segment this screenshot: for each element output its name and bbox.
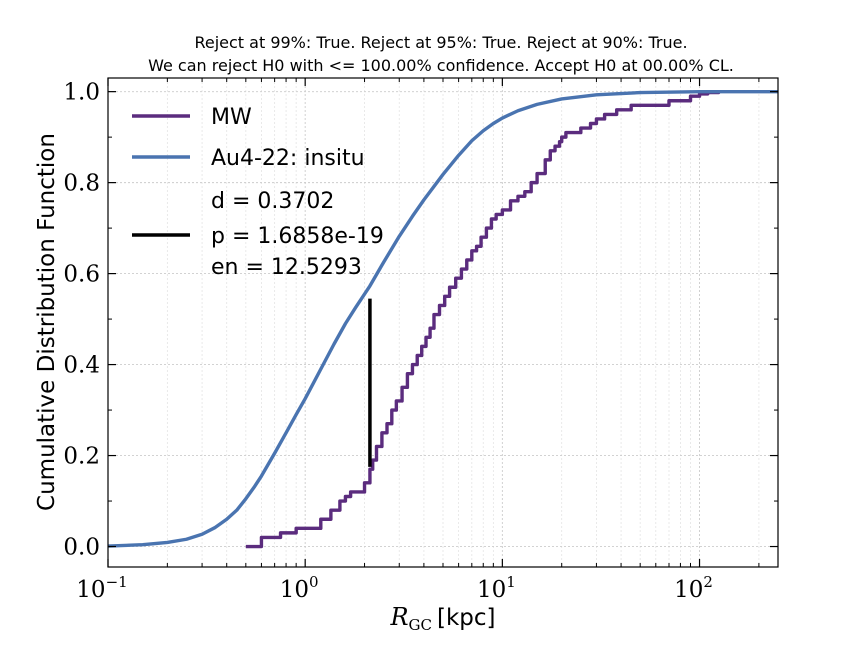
stats-d-value: d = 0.3702 (211, 189, 334, 214)
y-tick-label: 0.8 (63, 171, 100, 197)
y-axis-label: Cumulative Distribution Function (34, 133, 60, 511)
series-line-au4-22-insitu (108, 89, 778, 548)
x-tick-label: 100 (280, 573, 319, 603)
y-tick-label: 1.0 (63, 80, 100, 106)
series-line-mw (245, 90, 721, 549)
x-axis-label: RGC [kpc] (389, 603, 495, 634)
x-axis-label-subscript: GC (409, 616, 432, 634)
x-tick-label: 102 (674, 573, 713, 603)
y-tick-label: 0.6 (63, 262, 100, 288)
series-group (108, 89, 778, 549)
x-tick-base: 10 (477, 577, 506, 603)
x-tick-exponent: 0 (309, 573, 319, 591)
x-axis-label-symbol: R (389, 603, 408, 631)
grid-lines (107, 78, 778, 567)
y-tick-label: 0.2 (63, 444, 100, 470)
x-tick-base: 10 (76, 577, 105, 603)
y-tick-label: 0.0 (63, 535, 100, 561)
x-tick-label: 10−1 (76, 573, 127, 603)
stats-p-value: p = 1.6858e-19 (211, 224, 384, 249)
legend-label-mw: MW (211, 105, 252, 130)
y-tick-label: 0.4 (63, 353, 100, 379)
stats-en-value: en = 12.5293 (211, 255, 362, 280)
x-tick-base: 10 (674, 577, 703, 603)
x-tick-exponent: 1 (506, 573, 516, 591)
legend: MW Au4-22: insitu d = 0.3702 p = 1.6858e… (132, 105, 384, 280)
plot-curves (108, 89, 778, 549)
x-tick-base: 10 (280, 577, 309, 603)
x-tick-exponent: −1 (106, 573, 128, 591)
x-axis-label-unit: [kpc] (437, 605, 496, 631)
x-tick-label: 101 (477, 573, 516, 603)
legend-label-au4-22: Au4-22: insitu (211, 146, 365, 171)
chart-title-line-2: We can reject H0 with <= 100.00% confide… (148, 56, 734, 75)
x-tick-exponent: 2 (703, 573, 713, 591)
chart-title-line-1: Reject at 99%: True. Reject at 95%: True… (194, 33, 687, 52)
